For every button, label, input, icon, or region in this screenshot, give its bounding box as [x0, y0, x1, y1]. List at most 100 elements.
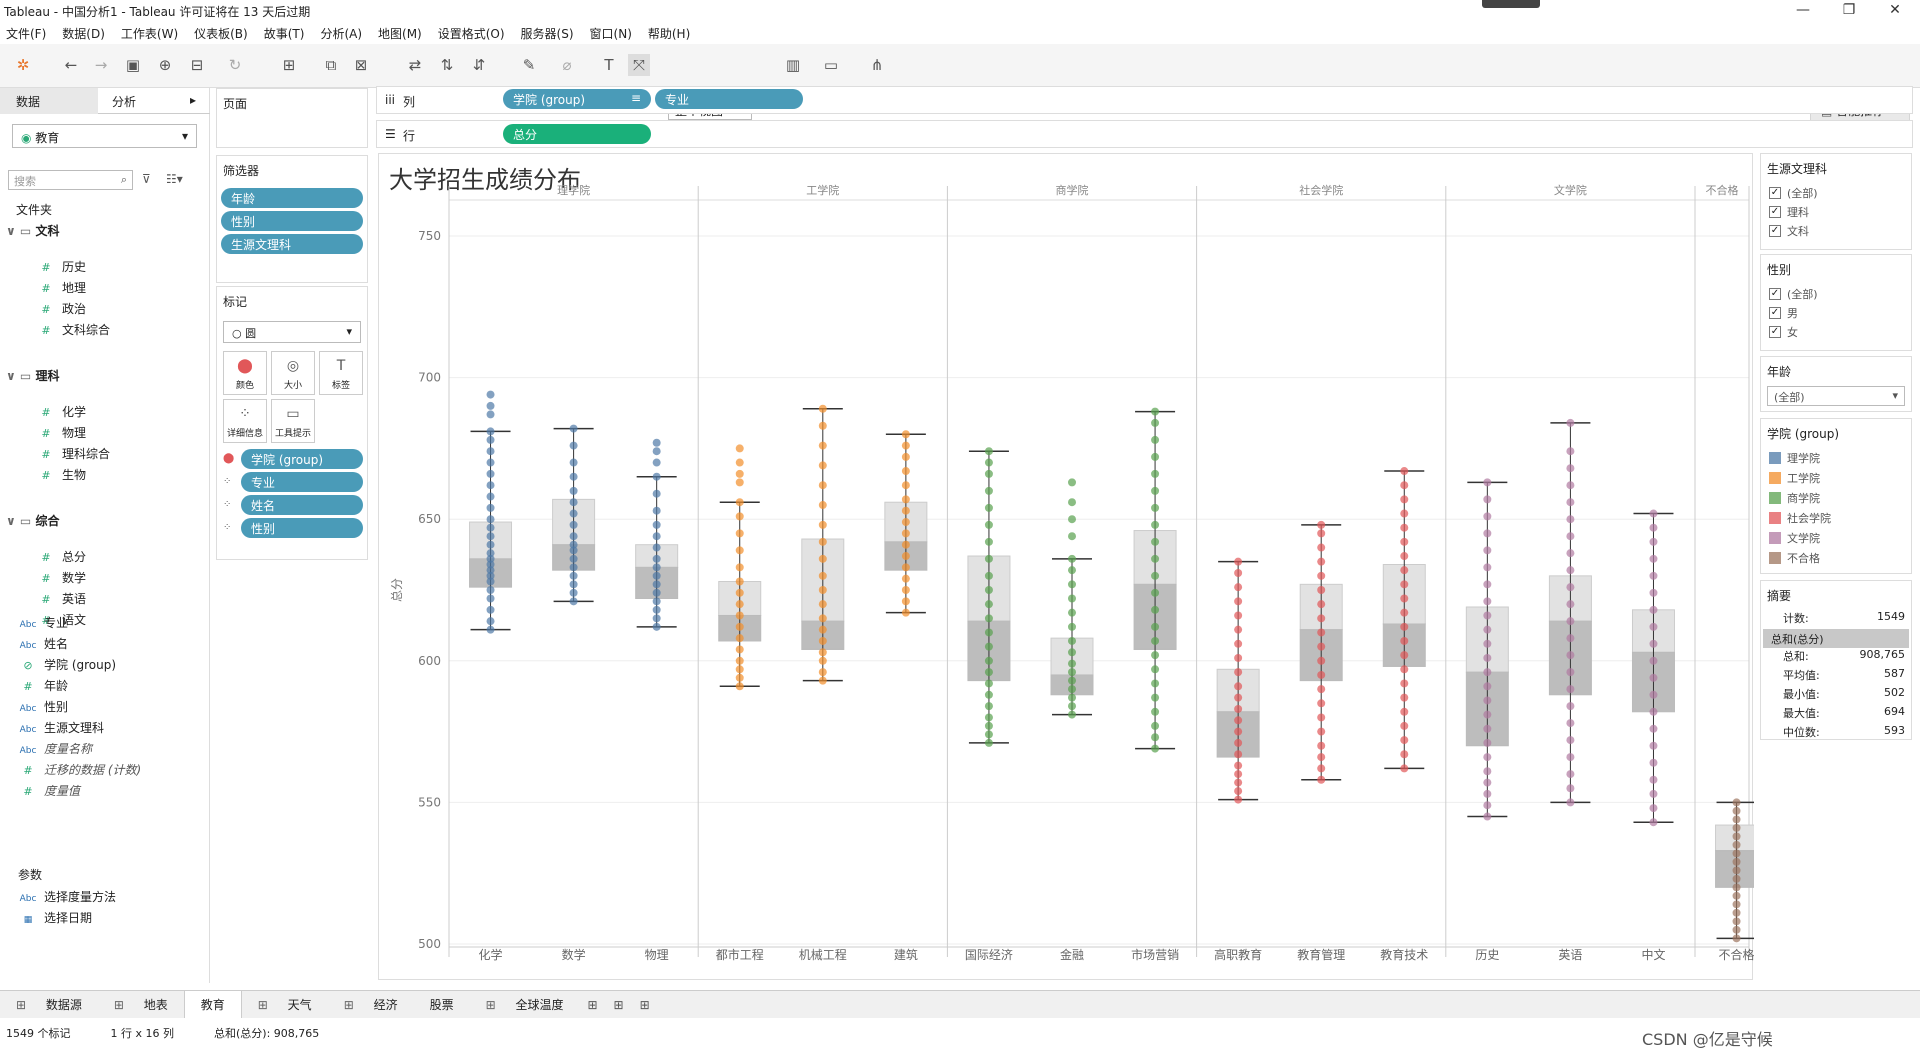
- data-point[interactable]: [1068, 636, 1077, 645]
- datasource-select[interactable]: ◉ 教育 ▾: [12, 124, 197, 148]
- data-point[interactable]: [486, 401, 495, 410]
- data-point[interactable]: [1317, 557, 1326, 566]
- menu-item[interactable]: 地图(M): [378, 26, 422, 41]
- data-point[interactable]: [1151, 469, 1160, 478]
- data-point[interactable]: [984, 458, 993, 467]
- data-point[interactable]: [1234, 557, 1243, 566]
- boxplot-高职教育[interactable]: [1216, 557, 1260, 804]
- data-point[interactable]: [1234, 787, 1243, 796]
- data-point[interactable]: [984, 628, 993, 637]
- data-point[interactable]: [1068, 659, 1077, 668]
- data-point[interactable]: [818, 571, 827, 580]
- data-point[interactable]: [1400, 608, 1409, 617]
- data-point[interactable]: [1068, 668, 1077, 677]
- data-point[interactable]: [1483, 478, 1492, 487]
- data-point[interactable]: [569, 472, 578, 481]
- data-point[interactable]: [901, 518, 910, 527]
- folder-group[interactable]: ∨ ▭ 理科: [6, 367, 59, 387]
- data-point[interactable]: [486, 492, 495, 501]
- marks-size-button[interactable]: ◎ 大小: [271, 351, 315, 395]
- data-point[interactable]: [1732, 857, 1741, 866]
- data-point[interactable]: [1234, 653, 1243, 662]
- data-point[interactable]: [1400, 537, 1409, 546]
- measure-field[interactable]: # 数学: [36, 569, 86, 589]
- sheet-tab[interactable]: ⊞ 全球温度: [470, 996, 580, 1013]
- data-point[interactable]: [652, 472, 661, 481]
- data-point[interactable]: [818, 520, 827, 529]
- data-point[interactable]: [1068, 622, 1077, 631]
- data-point[interactable]: [1317, 600, 1326, 609]
- data-point[interactable]: [901, 529, 910, 538]
- data-point[interactable]: [984, 730, 993, 739]
- columns-shelf[interactable]: iii 列 学院 (group) ≡ 专业: [376, 86, 1913, 114]
- data-point[interactable]: [1317, 753, 1326, 762]
- boxplot-教育技术[interactable]: [1382, 467, 1426, 773]
- sort-desc-icon[interactable]: ⇵: [472, 56, 486, 74]
- data-point[interactable]: [1483, 738, 1492, 747]
- row-pill-total[interactable]: 总分: [503, 124, 651, 144]
- marks-tooltip-button[interactable]: ▭ 工具提示: [271, 399, 315, 443]
- data-point[interactable]: [1566, 685, 1575, 694]
- data-point[interactable]: [1649, 775, 1658, 784]
- data-point[interactable]: [1566, 515, 1575, 524]
- new-dashboard-icon[interactable]: ⊞: [613, 997, 624, 1012]
- data-point[interactable]: [818, 625, 827, 634]
- data-point[interactable]: [984, 571, 993, 580]
- checkbox-icon[interactable]: ✓: [1769, 186, 1781, 199]
- measure-field[interactable]: # 理科综合: [36, 445, 110, 465]
- data-point[interactable]: [1649, 537, 1658, 546]
- fix-axes-icon[interactable]: ⤧: [628, 54, 650, 76]
- data-point[interactable]: [1566, 600, 1575, 609]
- data-point[interactable]: [1400, 552, 1409, 561]
- data-point[interactable]: [1068, 693, 1077, 702]
- filter-checkbox-item[interactable]: ✓ 男: [1761, 303, 1911, 322]
- folder-group[interactable]: ∨ ▭ 综合: [6, 512, 59, 532]
- data-point[interactable]: [1566, 532, 1575, 541]
- data-point[interactable]: [1317, 586, 1326, 594]
- refresh-icon[interactable]: ↻: [228, 56, 242, 74]
- data-point[interactable]: [1649, 605, 1658, 614]
- data-point[interactable]: [735, 622, 744, 631]
- data-point[interactable]: [1649, 804, 1658, 813]
- data-point[interactable]: [1566, 798, 1575, 807]
- data-point[interactable]: [901, 586, 910, 594]
- data-point[interactable]: [652, 563, 661, 572]
- data-point[interactable]: [1400, 481, 1409, 490]
- data-point[interactable]: [1566, 583, 1575, 592]
- data-point[interactable]: [569, 580, 578, 589]
- data-point[interactable]: [1151, 665, 1160, 674]
- data-point[interactable]: [1566, 634, 1575, 643]
- data-point[interactable]: [652, 520, 661, 529]
- data-point[interactable]: [486, 458, 495, 467]
- data-point[interactable]: [901, 552, 910, 561]
- field-item[interactable]: # 度量值: [18, 782, 80, 802]
- sheet-tab[interactable]: 教育: [183, 990, 242, 1019]
- data-point[interactable]: [1317, 775, 1326, 784]
- data-point[interactable]: [486, 617, 495, 626]
- boxplot-国际经济[interactable]: [967, 447, 1011, 747]
- measure-field[interactable]: # 物理: [36, 424, 86, 444]
- highlight-icon[interactable]: ✎: [522, 56, 536, 74]
- data-point[interactable]: [901, 495, 910, 504]
- data-point[interactable]: [1400, 750, 1409, 759]
- data-point[interactable]: [1566, 668, 1575, 677]
- data-point[interactable]: [1234, 770, 1243, 779]
- data-point[interactable]: [652, 447, 661, 456]
- data-point[interactable]: [1068, 498, 1077, 507]
- field-item[interactable]: Abc 专业: [18, 614, 68, 634]
- data-point[interactable]: [735, 600, 744, 609]
- data-point[interactable]: [486, 532, 495, 541]
- data-point[interactable]: [901, 597, 910, 606]
- data-point[interactable]: [984, 721, 993, 730]
- data-point[interactable]: [1483, 495, 1492, 504]
- col-pill-major[interactable]: 专业: [655, 89, 803, 109]
- checkbox-icon[interactable]: ✓: [1769, 325, 1781, 338]
- view-list-icon[interactable]: ☷▾: [166, 172, 183, 186]
- data-point[interactable]: [1151, 435, 1160, 444]
- data-point[interactable]: [735, 656, 744, 665]
- undo-icon[interactable]: ←: [64, 56, 78, 74]
- data-point[interactable]: [1317, 656, 1326, 665]
- checkbox-icon[interactable]: ✓: [1769, 205, 1781, 218]
- data-point[interactable]: [735, 645, 744, 654]
- data-point[interactable]: [1068, 580, 1077, 589]
